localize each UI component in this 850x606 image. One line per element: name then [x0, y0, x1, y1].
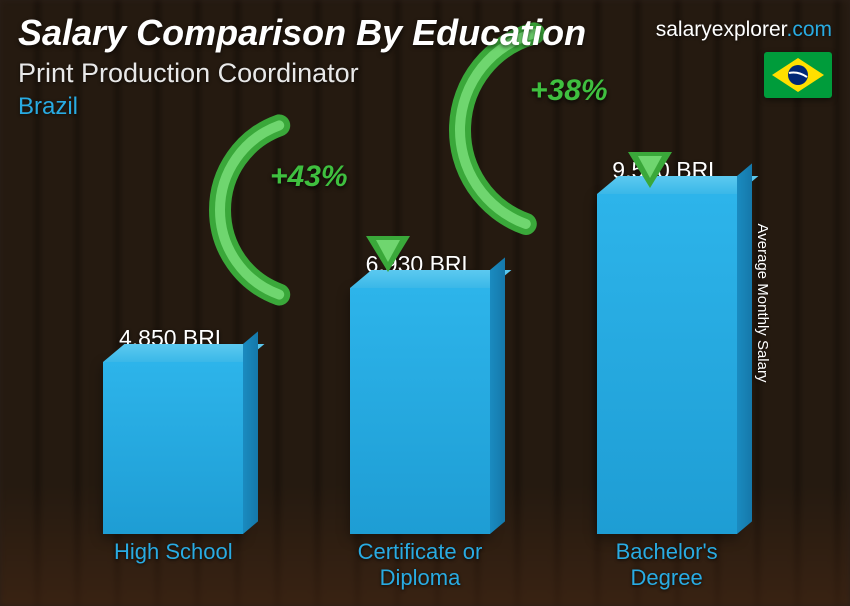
bar-label-2: Bachelor'sDegree [543, 539, 790, 594]
country-name: Brazil [18, 93, 832, 121]
increase-pct-0: +43% [270, 160, 348, 194]
brand-logo: salaryexplorer.com [656, 18, 832, 42]
bar-label-1: Certificate orDiploma [297, 539, 544, 594]
bar-label-0: High School [50, 539, 297, 594]
bar-1: 6,930 BRL [297, 251, 544, 534]
bar-0: 4,850 BRL [50, 325, 297, 534]
y-axis-label: Average Monthly Salary [754, 224, 771, 383]
flag-brazil-icon [764, 52, 832, 98]
bar-rect-2 [597, 194, 737, 534]
bar-2: 9,570 BRL [543, 157, 790, 534]
brand-name: salaryexplorer [656, 18, 787, 41]
brand-domain: .com [786, 18, 832, 41]
bar-rect-0 [103, 362, 243, 534]
bars-container: 4,850 BRL6,930 BRL9,570 BRL [50, 140, 790, 534]
labels-container: High SchoolCertificate orDiplomaBachelor… [50, 539, 790, 594]
bar-rect-1 [350, 288, 490, 534]
bar-chart: 4,850 BRL6,930 BRL9,570 BRL High SchoolC… [50, 140, 790, 594]
job-title: Print Production Coordinator [18, 58, 832, 89]
